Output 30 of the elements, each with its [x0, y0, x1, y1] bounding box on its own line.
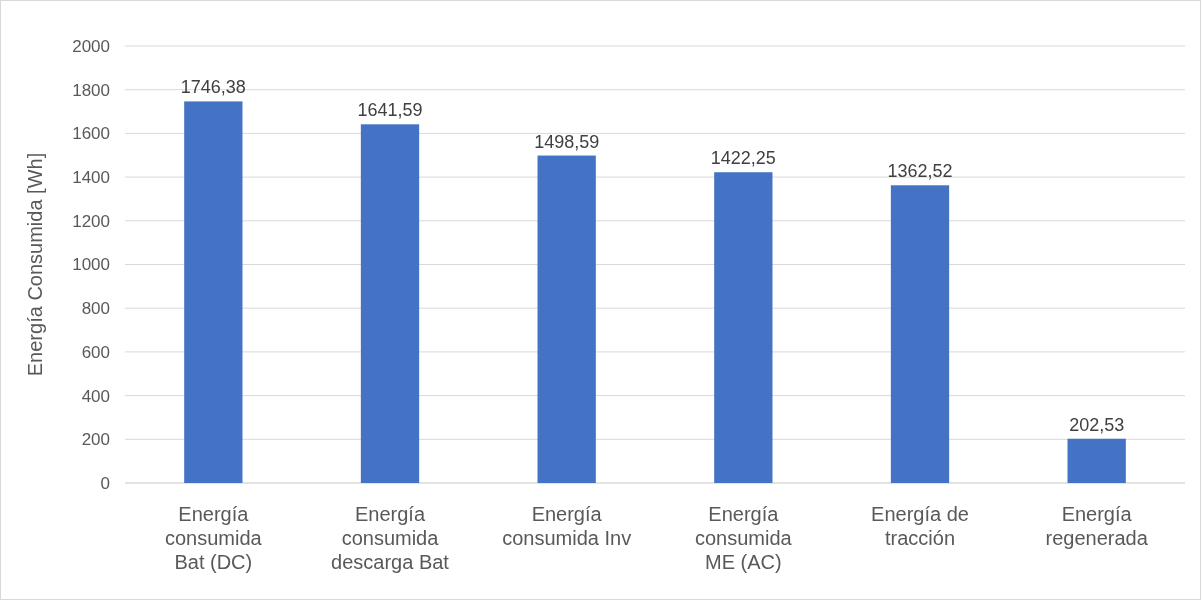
- bar: [537, 155, 596, 483]
- data-label: 1498,59: [534, 131, 600, 152]
- bar: [184, 101, 243, 483]
- y-tick-label: 1800: [72, 80, 110, 100]
- y-tick-label: 1200: [72, 211, 110, 231]
- y-tick-label: 200: [81, 430, 110, 450]
- bar: [1067, 438, 1126, 483]
- bar: [714, 172, 773, 483]
- x-tick-label: Energía consumida descarga Bat: [331, 503, 450, 573]
- y-axis-title: Energía Consumida [Wh]: [24, 152, 46, 377]
- y-tick-label: 0: [100, 473, 110, 493]
- y-tick-label: 600: [81, 342, 110, 362]
- y-tick-label: 800: [81, 299, 110, 319]
- data-label: 1746,38: [180, 77, 246, 98]
- y-tick-label: 1600: [72, 124, 110, 144]
- x-tick-label: Energía de tracción: [871, 503, 969, 549]
- data-label: 202,53: [1069, 414, 1125, 435]
- x-tick-label: Energía consumida Bat (DC): [164, 503, 263, 573]
- data-label: 1641,59: [357, 100, 423, 121]
- data-label: 1422,25: [710, 148, 776, 169]
- y-tick-label: 400: [81, 386, 110, 406]
- y-tick-label: 1400: [72, 168, 110, 188]
- data-label: 1362,52: [887, 161, 953, 182]
- y-tick-label: 1000: [72, 255, 110, 275]
- y-tick-label: 2000: [72, 36, 110, 56]
- x-tick-label: Energía regenerada: [1045, 503, 1149, 549]
- bar: [890, 185, 950, 483]
- bar: [360, 124, 420, 483]
- x-tick-label: Energía consumida Inv: [502, 503, 632, 549]
- x-tick-label: Energía consumida ME (AC): [694, 503, 793, 573]
